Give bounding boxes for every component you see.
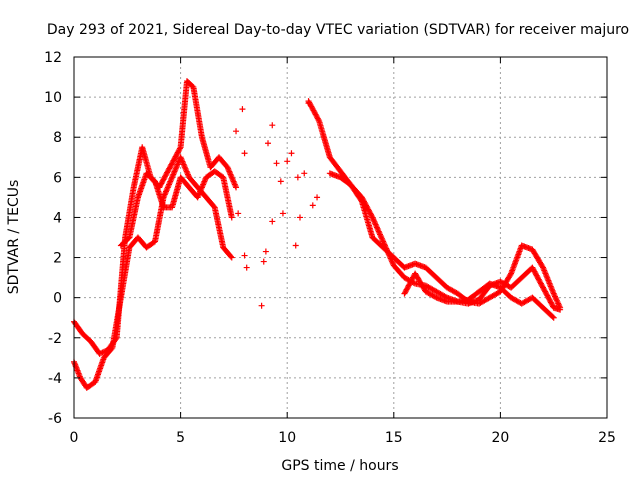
data-point-interp xyxy=(507,271,514,278)
chart-title: Day 293 of 2021, Sidereal Day-to-day VTE… xyxy=(47,22,629,38)
data-point xyxy=(258,302,265,309)
data-point xyxy=(273,160,280,167)
x-tick-label: 5 xyxy=(176,430,185,446)
x-tick-label: 15 xyxy=(385,430,403,446)
data-point xyxy=(265,140,272,147)
data-point xyxy=(233,184,240,191)
data-point-interp xyxy=(315,116,322,123)
data-point-interp xyxy=(368,213,375,220)
data-point-interp xyxy=(210,203,217,210)
data-point xyxy=(309,202,316,209)
data-point xyxy=(550,314,557,321)
y-tick-label: -2 xyxy=(48,331,62,347)
x-tick-label: 25 xyxy=(598,430,616,446)
data-point xyxy=(314,194,321,201)
data-point-interp xyxy=(176,145,183,152)
y-tick-label: -6 xyxy=(48,411,62,427)
data-point-interp xyxy=(549,313,556,320)
data-point xyxy=(294,174,301,181)
y-tick-label: 0 xyxy=(53,291,62,307)
y-tick-label: 12 xyxy=(44,50,62,66)
y-axis: -6 -4 -2 0 2 4 6 8 10 12 xyxy=(44,50,607,427)
data-point-interp xyxy=(358,197,364,204)
data-point xyxy=(228,214,235,221)
data-point xyxy=(557,304,564,311)
data-point xyxy=(239,106,246,113)
data-point xyxy=(233,128,240,135)
plot-frame xyxy=(73,56,608,419)
data-point xyxy=(292,242,299,249)
data-point xyxy=(301,170,308,177)
data-point-interp xyxy=(432,293,439,300)
y-tick-label: 8 xyxy=(53,130,62,146)
x-tick-label: 0 xyxy=(70,430,79,446)
data-point xyxy=(279,210,286,217)
x-tick-label: 20 xyxy=(491,430,509,446)
data-point xyxy=(243,264,250,271)
y-tick-label: 4 xyxy=(53,210,62,226)
data-point-interp xyxy=(539,263,546,270)
data-point-interp xyxy=(108,345,115,352)
data-point xyxy=(269,122,276,129)
data-points xyxy=(71,78,564,391)
data-point xyxy=(241,150,248,157)
data-point xyxy=(235,210,242,217)
x-tick-label: 10 xyxy=(278,430,296,446)
data-point xyxy=(228,254,235,261)
data-point xyxy=(284,158,291,165)
data-point xyxy=(241,252,248,259)
y-tick-label: 2 xyxy=(53,251,62,267)
data-point xyxy=(277,178,284,185)
data-point xyxy=(269,218,276,225)
x-axis-label: GPS time / hours xyxy=(281,458,398,474)
y-tick-label: 6 xyxy=(53,170,62,186)
data-point xyxy=(305,100,312,107)
x-axis: 0 5 10 15 20 25 xyxy=(70,57,616,446)
data-point xyxy=(296,214,303,221)
y-tick-label: -4 xyxy=(48,371,62,387)
y-tick-label: 10 xyxy=(44,90,62,106)
data-point-interp xyxy=(227,253,234,260)
data-point xyxy=(288,150,295,157)
data-point xyxy=(262,248,269,255)
y-axis-label: SDTVAR / TECUs xyxy=(6,180,22,295)
data-point xyxy=(260,258,267,265)
